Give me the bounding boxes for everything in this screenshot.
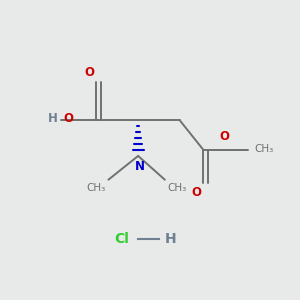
Text: N: N xyxy=(135,160,145,173)
Text: CH₃: CH₃ xyxy=(86,183,105,193)
Text: CH₃: CH₃ xyxy=(168,183,187,193)
Text: O: O xyxy=(219,130,229,142)
Text: H: H xyxy=(48,112,58,125)
Text: Cl: Cl xyxy=(114,232,129,246)
Text: O: O xyxy=(191,186,201,199)
Text: O: O xyxy=(84,66,94,79)
Text: O: O xyxy=(64,112,74,125)
Text: H: H xyxy=(165,232,176,246)
Text: CH₃: CH₃ xyxy=(254,143,273,154)
